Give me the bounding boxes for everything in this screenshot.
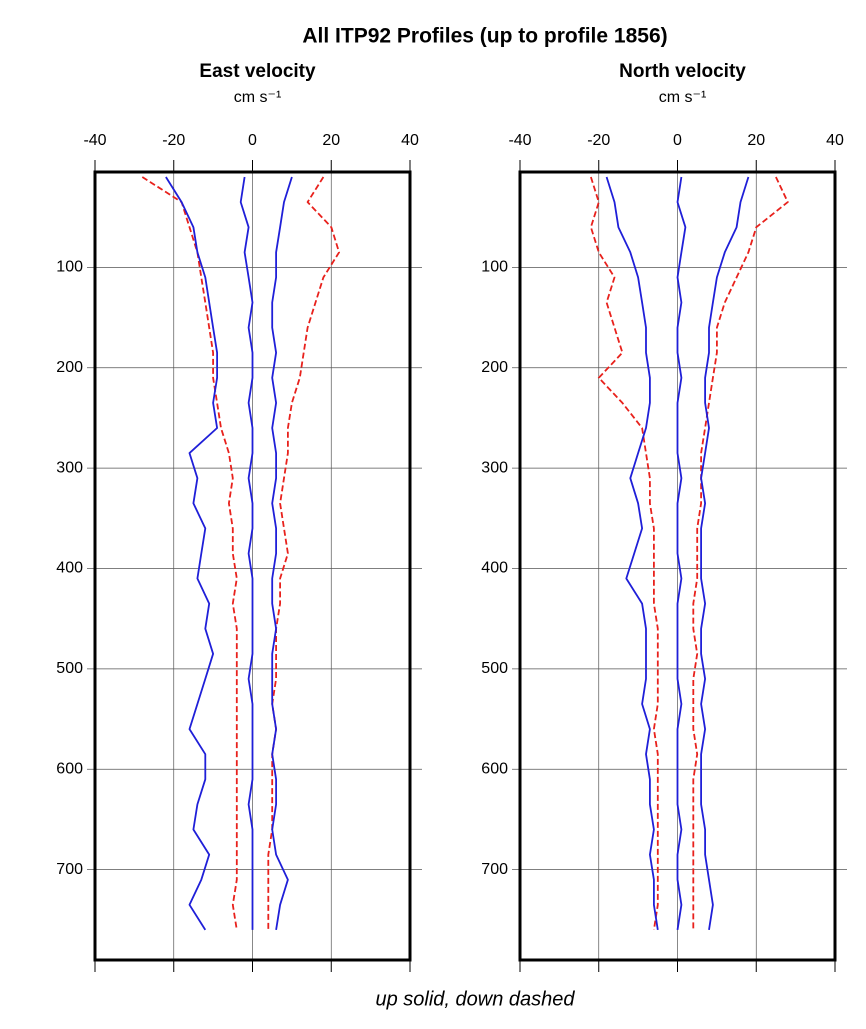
y-tick-label: 400 [56, 560, 83, 577]
profile-solid [271, 176, 293, 931]
x-tick-label: 0 [673, 132, 682, 149]
x-axis-unit: cm s⁻¹ [234, 89, 282, 106]
x-tick-label: 20 [322, 132, 340, 149]
x-tick-label: -20 [587, 132, 610, 149]
profile-dashed [267, 176, 340, 930]
y-tick-label: 600 [481, 760, 508, 777]
y-tick-label: 100 [481, 259, 508, 276]
x-tick-label: -40 [83, 132, 106, 149]
y-tick-label: 700 [481, 861, 508, 878]
x-tick-label: 40 [826, 132, 844, 149]
plot-frame [93, 170, 412, 962]
profile-solid [165, 176, 218, 931]
y-tick-label: 700 [56, 861, 83, 878]
x-tick-label: -40 [508, 132, 531, 149]
profile-solid [676, 176, 687, 931]
figure-title: All ITP92 Profiles (up to profile 1856) [302, 25, 667, 48]
caption: up solid, down dashed [375, 988, 575, 1010]
y-tick-label: 400 [481, 560, 508, 577]
profile-solid [239, 176, 254, 930]
x-tick-label: 40 [401, 132, 419, 149]
y-tick-label: 300 [56, 459, 83, 476]
y-tick-label: 500 [56, 660, 83, 677]
y-tick-label: 500 [481, 660, 508, 677]
profile-dashed [590, 176, 659, 931]
y-tick-label: 600 [56, 760, 83, 777]
x-tick-label: -20 [162, 132, 185, 149]
y-tick-label: 200 [481, 359, 508, 376]
profile-dashed [141, 176, 238, 931]
x-axis-unit: cm s⁻¹ [659, 89, 707, 106]
y-tick-label: 200 [56, 359, 83, 376]
profile-dashed [692, 176, 789, 930]
panel-title: North velocity [619, 61, 746, 82]
profile-solid [605, 176, 659, 931]
panel-title: East velocity [199, 61, 316, 82]
y-tick-label: 300 [481, 459, 508, 476]
plot-frame [518, 170, 837, 962]
x-tick-label: 0 [248, 132, 257, 149]
x-tick-label: 20 [747, 132, 765, 149]
profile-solid [700, 176, 750, 931]
y-tick-label: 100 [56, 259, 83, 276]
